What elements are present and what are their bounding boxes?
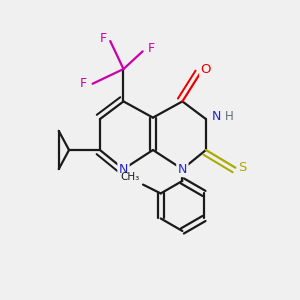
Text: H: H: [225, 110, 234, 123]
Text: N: N: [178, 163, 187, 176]
Text: F: F: [147, 42, 155, 55]
Text: F: F: [99, 32, 106, 45]
Text: F: F: [80, 77, 87, 90]
Text: O: O: [201, 62, 211, 76]
Text: CH₃: CH₃: [121, 172, 140, 182]
Text: N: N: [119, 163, 128, 176]
Text: S: S: [238, 161, 247, 174]
Text: N: N: [212, 110, 221, 123]
